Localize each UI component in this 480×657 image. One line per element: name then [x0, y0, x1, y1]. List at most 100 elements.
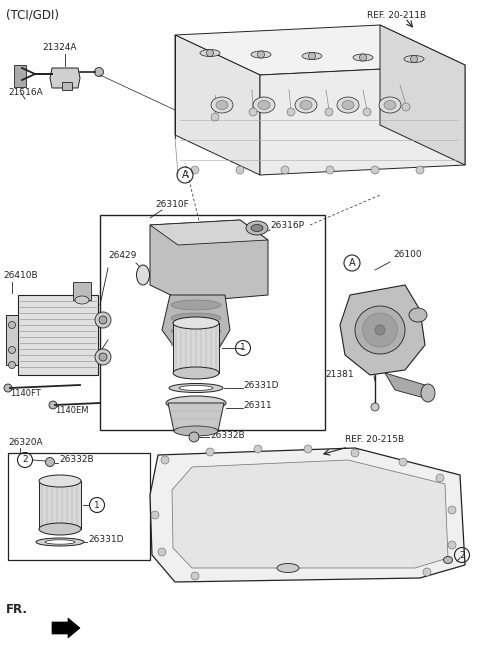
- Text: (TCI/GDI): (TCI/GDI): [6, 8, 59, 21]
- Bar: [73, 282, 91, 300]
- Circle shape: [416, 166, 424, 174]
- Ellipse shape: [173, 367, 219, 379]
- Circle shape: [281, 166, 289, 174]
- Ellipse shape: [179, 386, 213, 390]
- Text: REF. 20-211B: REF. 20-211B: [367, 11, 426, 20]
- Circle shape: [211, 113, 219, 121]
- Ellipse shape: [253, 97, 275, 113]
- Ellipse shape: [300, 101, 312, 110]
- Ellipse shape: [295, 97, 317, 113]
- Polygon shape: [340, 285, 425, 375]
- Text: 1: 1: [240, 344, 246, 353]
- Ellipse shape: [379, 97, 401, 113]
- Circle shape: [161, 456, 169, 464]
- Ellipse shape: [171, 300, 221, 310]
- Ellipse shape: [45, 540, 75, 544]
- Polygon shape: [385, 373, 432, 400]
- Circle shape: [206, 448, 214, 456]
- Circle shape: [95, 312, 111, 328]
- Polygon shape: [260, 65, 465, 175]
- Text: FR.: FR.: [6, 603, 28, 616]
- Polygon shape: [162, 295, 230, 355]
- Circle shape: [304, 445, 312, 453]
- Bar: [39, 481, 81, 529]
- Circle shape: [448, 541, 456, 549]
- Circle shape: [236, 166, 244, 174]
- Bar: [18, 295, 98, 375]
- Circle shape: [95, 349, 111, 365]
- Circle shape: [309, 53, 315, 60]
- Text: 21381: 21381: [325, 370, 354, 379]
- Ellipse shape: [174, 426, 218, 436]
- Circle shape: [46, 457, 55, 466]
- Circle shape: [99, 316, 107, 324]
- Text: 26316P: 26316P: [270, 221, 304, 230]
- Circle shape: [9, 361, 15, 369]
- Circle shape: [151, 511, 159, 519]
- Circle shape: [326, 166, 334, 174]
- Bar: [173, 323, 219, 373]
- Polygon shape: [380, 25, 465, 165]
- Circle shape: [371, 403, 379, 411]
- Polygon shape: [150, 220, 268, 302]
- Circle shape: [49, 401, 57, 409]
- Ellipse shape: [169, 384, 223, 392]
- Bar: [14, 65, 26, 87]
- Text: 2: 2: [459, 551, 465, 560]
- Circle shape: [206, 49, 214, 57]
- Circle shape: [448, 506, 456, 514]
- Text: 26429: 26429: [108, 251, 136, 260]
- Circle shape: [287, 108, 295, 116]
- Text: 26331D: 26331D: [88, 535, 123, 545]
- Ellipse shape: [337, 97, 359, 113]
- Ellipse shape: [251, 225, 263, 231]
- Ellipse shape: [171, 326, 221, 336]
- Ellipse shape: [342, 101, 354, 110]
- Ellipse shape: [375, 325, 385, 335]
- Polygon shape: [52, 618, 80, 638]
- Polygon shape: [172, 460, 448, 568]
- Circle shape: [423, 568, 431, 576]
- Circle shape: [360, 54, 367, 61]
- Text: 2: 2: [22, 455, 28, 464]
- Circle shape: [410, 55, 418, 62]
- Text: 21324A: 21324A: [42, 43, 76, 52]
- Text: 26331D: 26331D: [243, 380, 278, 390]
- Text: 26410B: 26410B: [3, 271, 37, 280]
- Polygon shape: [150, 448, 465, 582]
- Ellipse shape: [355, 306, 405, 354]
- Circle shape: [371, 166, 379, 174]
- Ellipse shape: [75, 296, 89, 304]
- Circle shape: [189, 432, 199, 442]
- Ellipse shape: [136, 265, 149, 285]
- Ellipse shape: [362, 313, 397, 347]
- Bar: [100, 215, 325, 430]
- Text: 26320A: 26320A: [8, 438, 43, 447]
- Circle shape: [325, 108, 333, 116]
- Circle shape: [191, 166, 199, 174]
- Circle shape: [9, 346, 15, 353]
- Ellipse shape: [166, 396, 226, 410]
- Text: A: A: [348, 258, 355, 268]
- Ellipse shape: [384, 101, 396, 110]
- Circle shape: [191, 572, 199, 580]
- Ellipse shape: [421, 384, 435, 402]
- Polygon shape: [175, 35, 260, 175]
- Circle shape: [254, 445, 262, 453]
- Circle shape: [402, 103, 410, 111]
- Polygon shape: [150, 220, 268, 245]
- Text: 21516A: 21516A: [8, 88, 43, 97]
- Ellipse shape: [39, 475, 81, 487]
- Polygon shape: [6, 315, 18, 365]
- Ellipse shape: [444, 556, 453, 564]
- Ellipse shape: [404, 55, 424, 62]
- Circle shape: [95, 68, 104, 76]
- Circle shape: [399, 458, 407, 466]
- Ellipse shape: [251, 51, 271, 58]
- Ellipse shape: [200, 49, 220, 57]
- Polygon shape: [168, 403, 224, 431]
- Ellipse shape: [409, 308, 427, 322]
- Ellipse shape: [277, 564, 299, 572]
- Circle shape: [363, 108, 371, 116]
- Circle shape: [436, 474, 444, 482]
